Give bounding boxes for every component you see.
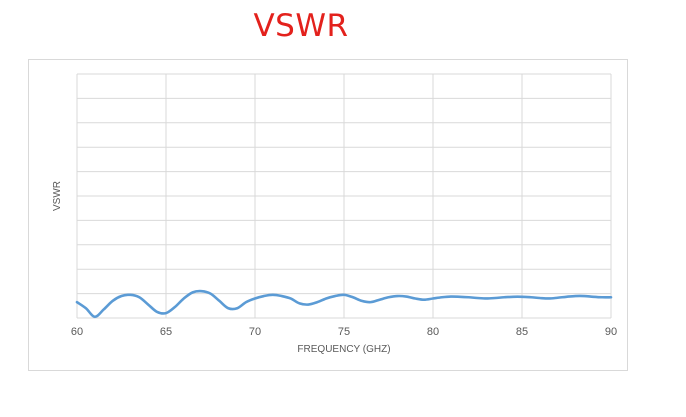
x-axis-title: FREQUENCY (GHZ) [297,344,390,355]
chart-title: VSWR [253,8,349,44]
gridlines [76,73,612,319]
x-tick-label: 60 [71,326,83,338]
series-group [75,289,613,319]
x-tick-labels: 60 65 70 75 80 85 90 [71,326,617,338]
x-tick-label: 70 [249,326,261,338]
x-tick-label: 75 [338,326,350,338]
x-tick-label: 85 [516,326,528,338]
x-tick-label: 80 [427,326,439,338]
series-line-0 [75,289,613,319]
x-tick-label: 65 [160,326,172,338]
y-axis-title: VSWR [52,181,63,211]
x-tick-label: 90 [605,326,617,338]
chart-frame [28,59,628,371]
